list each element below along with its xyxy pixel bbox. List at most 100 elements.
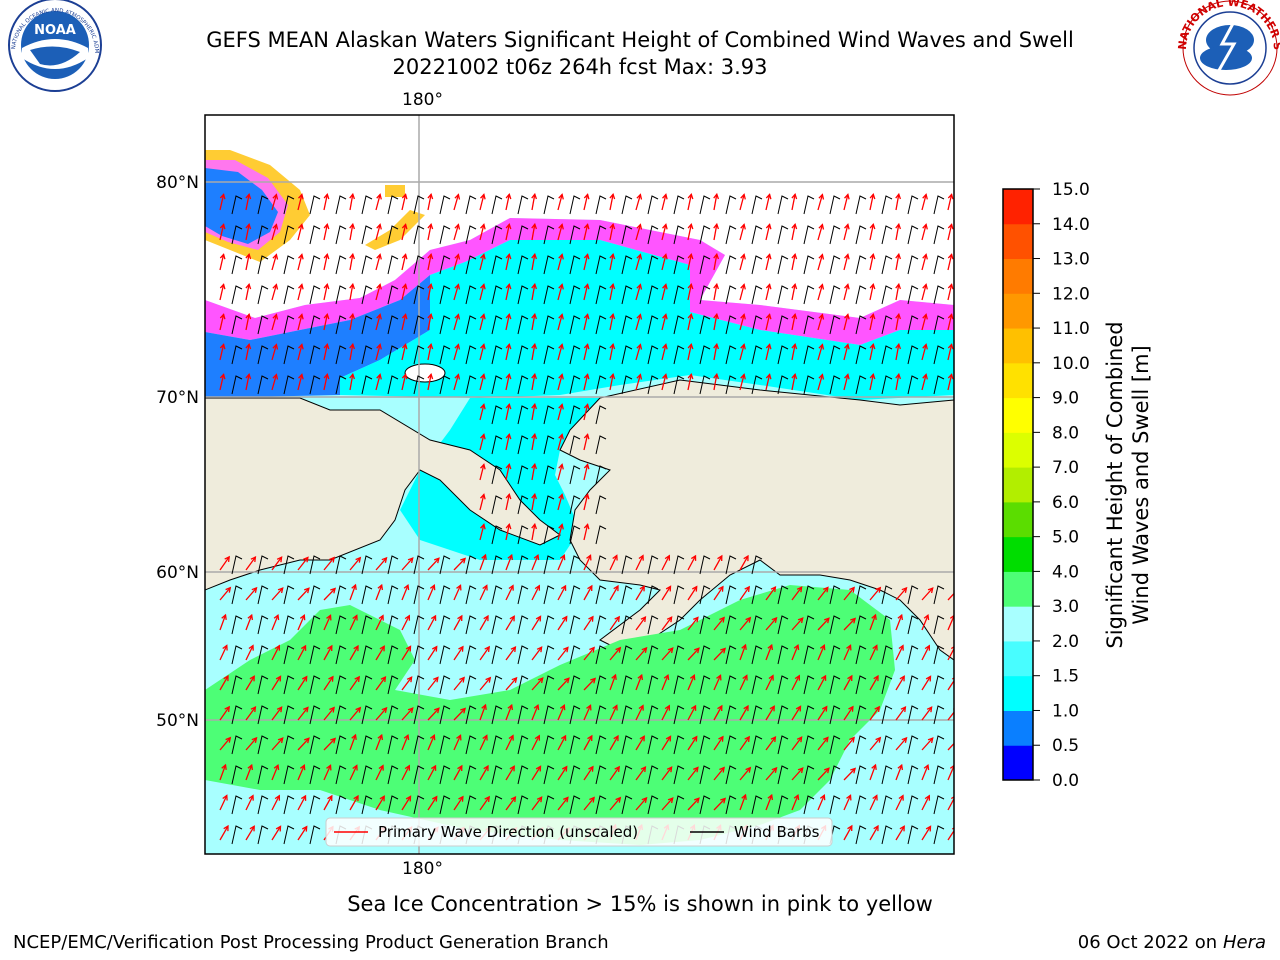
svg-text:NATIONAL WEATHER SERVICE: NATIONAL WEATHER SERVICE	[0, 0, 1280, 51]
wind-barb	[335, 795, 347, 815]
wave-arrow-head	[505, 192, 512, 200]
wave-arrow	[895, 764, 903, 781]
wind-barb	[491, 375, 503, 395]
wave-arrow-head	[771, 766, 778, 773]
wave-arrow	[661, 736, 672, 751]
wind-barb	[309, 345, 321, 365]
wave-arrow	[479, 677, 491, 691]
wave-arrow-head	[298, 283, 304, 290]
wave-arrow-head	[558, 463, 564, 470]
wave-arrow	[817, 284, 824, 301]
wind-barb	[387, 375, 399, 395]
wave-arrow	[349, 224, 354, 241]
wind-barb	[309, 225, 321, 245]
wave-arrow	[843, 768, 856, 781]
wave-arrow-head	[869, 282, 876, 290]
wave-arrow-head	[718, 585, 724, 592]
wave-arrow	[895, 587, 907, 601]
wind-barb	[725, 795, 737, 815]
wind-barb	[829, 375, 841, 395]
wave-arrow	[531, 284, 536, 301]
wave-arrow-head	[872, 794, 878, 801]
wind-barb	[413, 615, 425, 635]
wave-arrow	[791, 644, 799, 661]
wave-arrow-head	[531, 462, 538, 470]
wave-arrow-head	[693, 616, 699, 623]
wind-barb	[283, 225, 295, 245]
wind-barb	[257, 675, 269, 695]
wave-arrow-head	[303, 706, 309, 713]
wave-arrow	[375, 795, 385, 811]
wave-arrow	[869, 764, 877, 781]
wave-arrow-head	[563, 677, 570, 684]
wind-barb	[283, 795, 295, 815]
wave-arrow-head	[558, 193, 564, 200]
wave-arrow-head	[353, 644, 359, 652]
wind-barb	[543, 285, 555, 305]
wind-barb	[231, 765, 243, 785]
wind-barb	[699, 795, 711, 815]
wind-barb	[595, 435, 607, 455]
wind-barb	[569, 675, 581, 695]
wave-arrow-head	[378, 614, 384, 621]
wind-barb	[751, 765, 763, 785]
wave-arrow	[531, 404, 536, 421]
wind-barb	[907, 705, 919, 725]
wave-arrow	[687, 194, 692, 211]
wind-barb	[517, 285, 529, 305]
wind-barb	[673, 675, 685, 695]
wind-barb	[881, 705, 893, 725]
wave-arrow-head	[765, 193, 772, 200]
wave-arrow	[323, 795, 333, 811]
wind-barb	[491, 645, 503, 665]
wave-arrow	[323, 314, 328, 331]
wave-arrow-head	[245, 372, 252, 380]
wind-barb	[335, 555, 347, 575]
wave-arrow-head	[222, 644, 228, 651]
wave-arrow-head	[793, 793, 800, 801]
wind-barb	[309, 675, 321, 695]
wind-barb	[413, 285, 425, 305]
wave-arrow	[843, 284, 849, 301]
wave-arrow	[401, 314, 407, 331]
wave-arrow	[245, 374, 250, 391]
wave-arrow	[661, 647, 674, 661]
wave-arrow	[219, 284, 225, 301]
wind-barb	[725, 675, 737, 695]
wind-barb	[309, 315, 321, 335]
wave-arrow	[531, 224, 536, 241]
colorbar-tick-label: 9.0	[1052, 389, 1079, 409]
colorbar-tick-label: 0.0	[1052, 771, 1079, 791]
wave-arrow-head	[326, 764, 332, 771]
wave-arrow	[791, 314, 796, 331]
wave-arrow	[739, 555, 749, 571]
wave-arrow	[349, 194, 354, 211]
wind-barb	[751, 705, 763, 725]
wind-barb	[569, 735, 581, 755]
wave-arrow	[323, 645, 333, 661]
wave-arrow	[271, 587, 284, 601]
wave-arrow-head	[823, 767, 830, 774]
wind-barb	[699, 705, 711, 725]
wave-arrow-head	[376, 313, 382, 320]
wind-barb	[777, 645, 789, 665]
wind-barb	[595, 495, 607, 515]
wave-arrow-head	[533, 553, 540, 561]
wave-arrow-head	[719, 616, 725, 623]
wave-arrow	[427, 284, 432, 301]
wave-arrow	[349, 676, 360, 691]
wave-arrow-head	[328, 675, 334, 682]
wind-barb	[751, 675, 763, 695]
wind-barb	[647, 705, 659, 725]
wind-barb	[543, 615, 555, 635]
wave-arrow-head	[740, 343, 746, 350]
wave-arrow	[583, 314, 589, 331]
wave-arrow	[713, 194, 718, 211]
wave-arrow	[947, 679, 954, 691]
wind-barb	[725, 705, 737, 725]
wind-barb	[543, 675, 555, 695]
wave-arrow-head	[349, 282, 356, 290]
wind-barb	[699, 615, 711, 635]
wind-barb	[543, 225, 555, 245]
wave-arrow	[453, 615, 463, 631]
